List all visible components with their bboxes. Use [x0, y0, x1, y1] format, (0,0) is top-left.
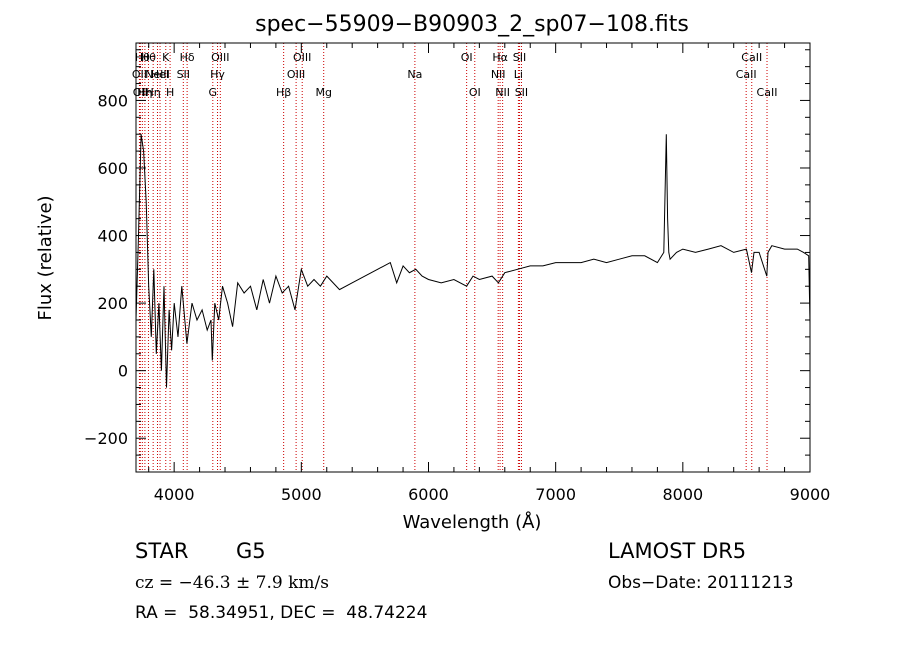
marker-label-16: OIII: [287, 68, 305, 81]
y-tick-label-4: 600: [97, 159, 128, 178]
marker-label-23: Hα: [492, 51, 508, 64]
marker-label-17: OIII: [293, 51, 311, 64]
y-tick-label-3: 400: [97, 227, 128, 246]
marker-label-15: Hβ: [276, 86, 291, 99]
marker-label-30: CaII: [757, 86, 778, 99]
marker-label-24: NII: [495, 86, 510, 99]
y-axis-label: Flux (relative): [35, 195, 56, 320]
marker-label-27: SII: [515, 86, 528, 99]
x-tick-label-2: 6000: [408, 485, 449, 504]
marker-label-28: CaII: [736, 68, 757, 81]
marker-label-3: Hη: [137, 86, 152, 99]
marker-label-6: NeIII: [145, 68, 170, 81]
marker-label-21: OI: [469, 86, 481, 99]
marker-label-9: H: [166, 86, 174, 99]
x-tick-label-3: 7000: [535, 485, 576, 504]
x-tick-label-5: 9000: [790, 485, 831, 504]
marker-label-20: OI: [461, 51, 473, 64]
marker-label-8: K: [162, 51, 170, 64]
marker-label-22: NII: [491, 68, 506, 81]
x-axis: 4000 5000 6000 7000 8000 9000: [148, 43, 831, 504]
marker-label-2: Hθ: [135, 51, 150, 64]
chart-title: spec−55909−B90903_2_sp07−108.fits: [255, 12, 689, 37]
plot-frame: [135, 42, 811, 473]
coordinates: RA = 58.34951, DEC = 48.74224: [135, 603, 428, 623]
observation-date: Obs−Date: 20111213: [608, 573, 794, 593]
object-subclass: G5: [236, 539, 266, 563]
marker-label-7: HeI: [151, 68, 169, 81]
marker-label-13: Hγ: [210, 68, 225, 81]
line-marker-labels: OIIOIIHθHηHθHηNeIIIHeIKHSIIHδGHγOIIIHβOI…: [132, 51, 778, 99]
marker-label-26: SII: [513, 51, 526, 64]
x-tick-label-0: 4000: [154, 485, 195, 504]
line-markers: [138, 43, 768, 472]
marker-label-10: SII: [177, 68, 190, 81]
y-axis: −200 0 200 400 600 800: [84, 49, 810, 473]
marker-label-14: OIII: [211, 51, 229, 64]
survey-name: LAMOST DR5: [608, 539, 747, 563]
y-tick-label-2: 200: [97, 294, 128, 313]
x-tick-label-1: 5000: [281, 485, 322, 504]
x-axis-label: Wavelength (Å): [403, 511, 542, 533]
marker-label-12: G: [209, 86, 218, 99]
object-class: STAR: [135, 539, 189, 563]
marker-label-4: Hθ: [141, 51, 156, 64]
y-tick-label-5: 800: [97, 91, 128, 110]
y-tick-label-1: 0: [118, 362, 128, 381]
marker-label-11: Hδ: [180, 51, 195, 64]
marker-label-1: OII: [133, 86, 148, 99]
marker-label-19: Na: [407, 68, 422, 81]
spectrum-line: [135, 134, 811, 388]
redshift-value: cz = −46.3 ± 7.9 km/s: [135, 573, 329, 593]
marker-label-25: Li: [514, 68, 523, 81]
marker-label-18: Mg: [315, 86, 331, 99]
marker-label-29: CaII: [741, 51, 762, 64]
marker-label-5: Hη: [146, 86, 161, 99]
x-tick-label-4: 8000: [662, 485, 703, 504]
y-tick-label-0: −200: [84, 429, 128, 448]
